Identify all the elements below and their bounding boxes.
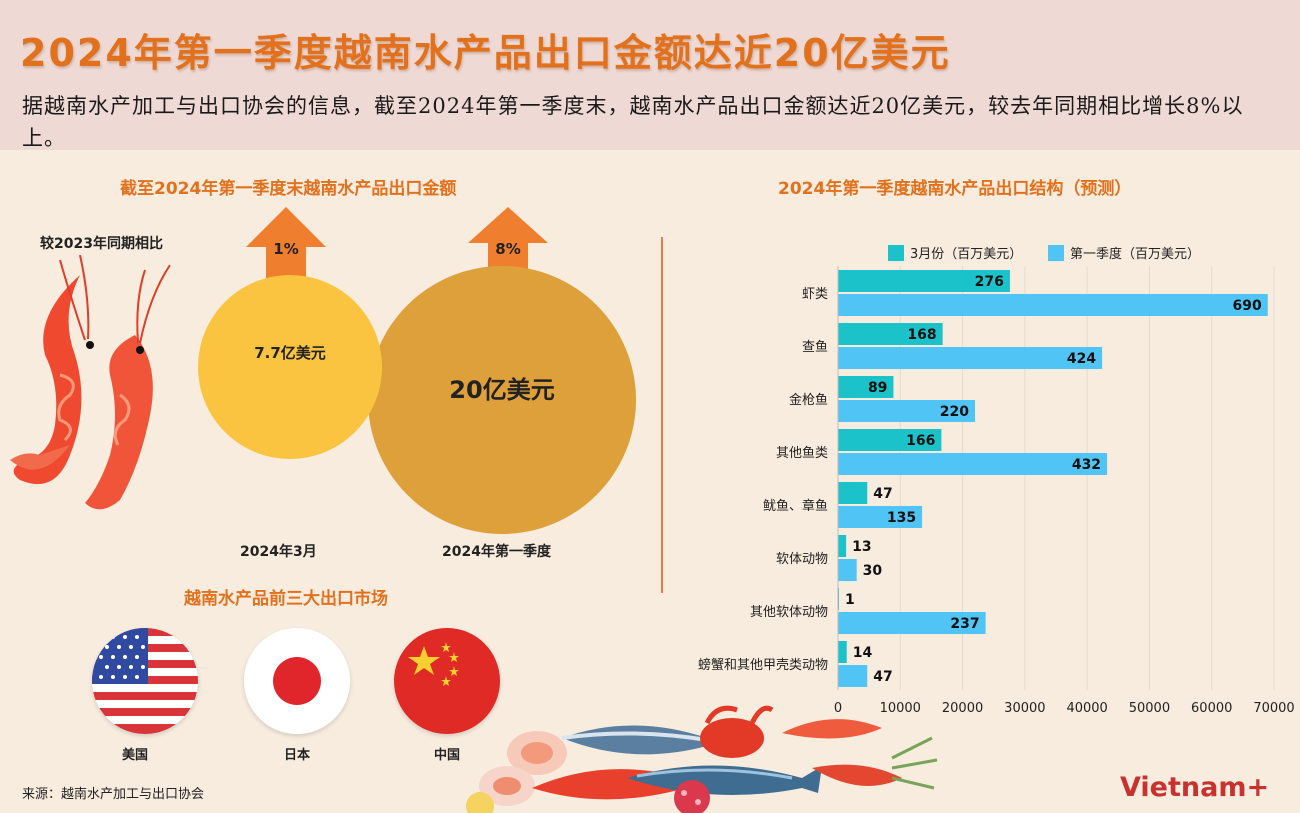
bar xyxy=(838,641,847,663)
data-label: 89 xyxy=(868,380,887,396)
period-label-march: 2024年3月 xyxy=(240,544,317,560)
category-label: 螃蟹和其他甲壳类动物 xyxy=(698,657,828,673)
legend-swatch xyxy=(1048,245,1064,261)
bar xyxy=(838,429,942,451)
data-label: 424 xyxy=(1067,351,1096,367)
data-label: 168 xyxy=(907,327,936,343)
category-label: 鱿鱼、章鱼 xyxy=(763,498,828,514)
bar xyxy=(838,665,868,687)
china-flag-icon xyxy=(394,628,500,734)
growth-arrow-quarter xyxy=(468,207,548,273)
page-title: 2024年第一季度越南水产品出口金额达近20亿美元 xyxy=(20,31,951,75)
bar xyxy=(838,612,986,634)
chart-title: 2024年第一季度越南水产品出口结构（预测） xyxy=(778,179,1132,199)
period-label-quarter: 2024年第一季度 xyxy=(442,544,551,560)
bar xyxy=(838,453,1108,475)
bar xyxy=(838,400,976,422)
x-tick-label: 20000 xyxy=(942,701,983,716)
x-tick-label: 40000 xyxy=(1066,701,1107,716)
header-band xyxy=(0,0,1300,150)
export-structure-chart: 0 10000 20000 30000 40000 50000 60000 70000 3月份（… xyxy=(698,245,1295,716)
x-tick-label: 60000 xyxy=(1191,701,1232,716)
bar xyxy=(838,506,923,528)
data-label: 47 xyxy=(873,669,892,685)
value-march: 7.7亿美元 xyxy=(254,344,326,362)
data-label: 237 xyxy=(950,616,979,632)
seafood-illustration xyxy=(466,705,938,813)
x-tick-label: 30000 xyxy=(1004,701,1045,716)
bar xyxy=(838,559,857,581)
legend-label: 第一季度（百万美元） xyxy=(1070,246,1200,262)
bar xyxy=(838,294,1268,316)
x-tick-label: 70000 xyxy=(1253,701,1294,716)
intro-text: 据越南水产加工与出口协会的信息，截至2024年第一季度末，越南水产品出口金额达近… xyxy=(22,94,1244,150)
bar xyxy=(838,535,847,557)
growth-label-quarter: 8% xyxy=(495,240,521,258)
category-label: 虾类 xyxy=(802,287,828,302)
data-label: 47 xyxy=(873,486,892,502)
compare-label: 较2023年同期相比 xyxy=(40,236,163,252)
data-label: 1 xyxy=(845,592,855,608)
source-note: 来源：越南水产加工与出口协会 xyxy=(22,787,205,802)
growth-label-march: 1% xyxy=(273,240,299,258)
category-label: 软体动物 xyxy=(776,552,828,567)
bar xyxy=(838,270,1010,292)
section-divider xyxy=(661,237,663,593)
us-flag-icon xyxy=(92,628,198,734)
market-label-us: 美国 xyxy=(121,748,148,763)
bar xyxy=(838,376,894,398)
market-label-japan: 日本 xyxy=(283,748,310,763)
data-label: 13 xyxy=(852,539,871,555)
x-tick-label: 10000 xyxy=(880,701,921,716)
category-label: 其他软体动物 xyxy=(750,605,828,620)
category-label: 其他鱼类 xyxy=(776,445,828,461)
data-label: 30 xyxy=(863,563,883,579)
bar xyxy=(838,323,943,345)
left-section-title: 截至2024年第一季度末越南水产品出口金额 xyxy=(120,179,457,199)
data-label: 690 xyxy=(1233,298,1262,314)
bar xyxy=(838,347,1103,369)
value-quarter: 20亿美元 xyxy=(449,376,555,404)
x-tick-label: 0 xyxy=(834,701,842,716)
category-label: 查鱼 xyxy=(802,339,828,355)
bar xyxy=(838,482,868,504)
circle-march xyxy=(198,275,382,459)
vietnamplus-logo: Vietnam+ xyxy=(1120,772,1270,803)
data-label: 432 xyxy=(1072,457,1101,473)
data-label: 14 xyxy=(853,645,873,661)
markets-title: 越南水产品前三大出口市场 xyxy=(184,589,388,609)
japan-flag-icon xyxy=(244,628,350,734)
data-label: 220 xyxy=(940,404,969,420)
data-label: 135 xyxy=(887,510,916,526)
category-label: 金枪鱼 xyxy=(789,392,828,408)
circle-quarter xyxy=(368,266,636,534)
x-tick-label: 50000 xyxy=(1129,701,1170,716)
growth-arrow-march xyxy=(246,207,326,285)
shrimp-illustration xyxy=(10,255,171,510)
legend-swatch xyxy=(888,245,904,261)
legend-label: 3月份（百万美元） xyxy=(910,247,1022,262)
data-label: 276 xyxy=(975,274,1004,290)
data-label: 166 xyxy=(906,433,935,449)
market-label-china: 中国 xyxy=(433,748,460,763)
